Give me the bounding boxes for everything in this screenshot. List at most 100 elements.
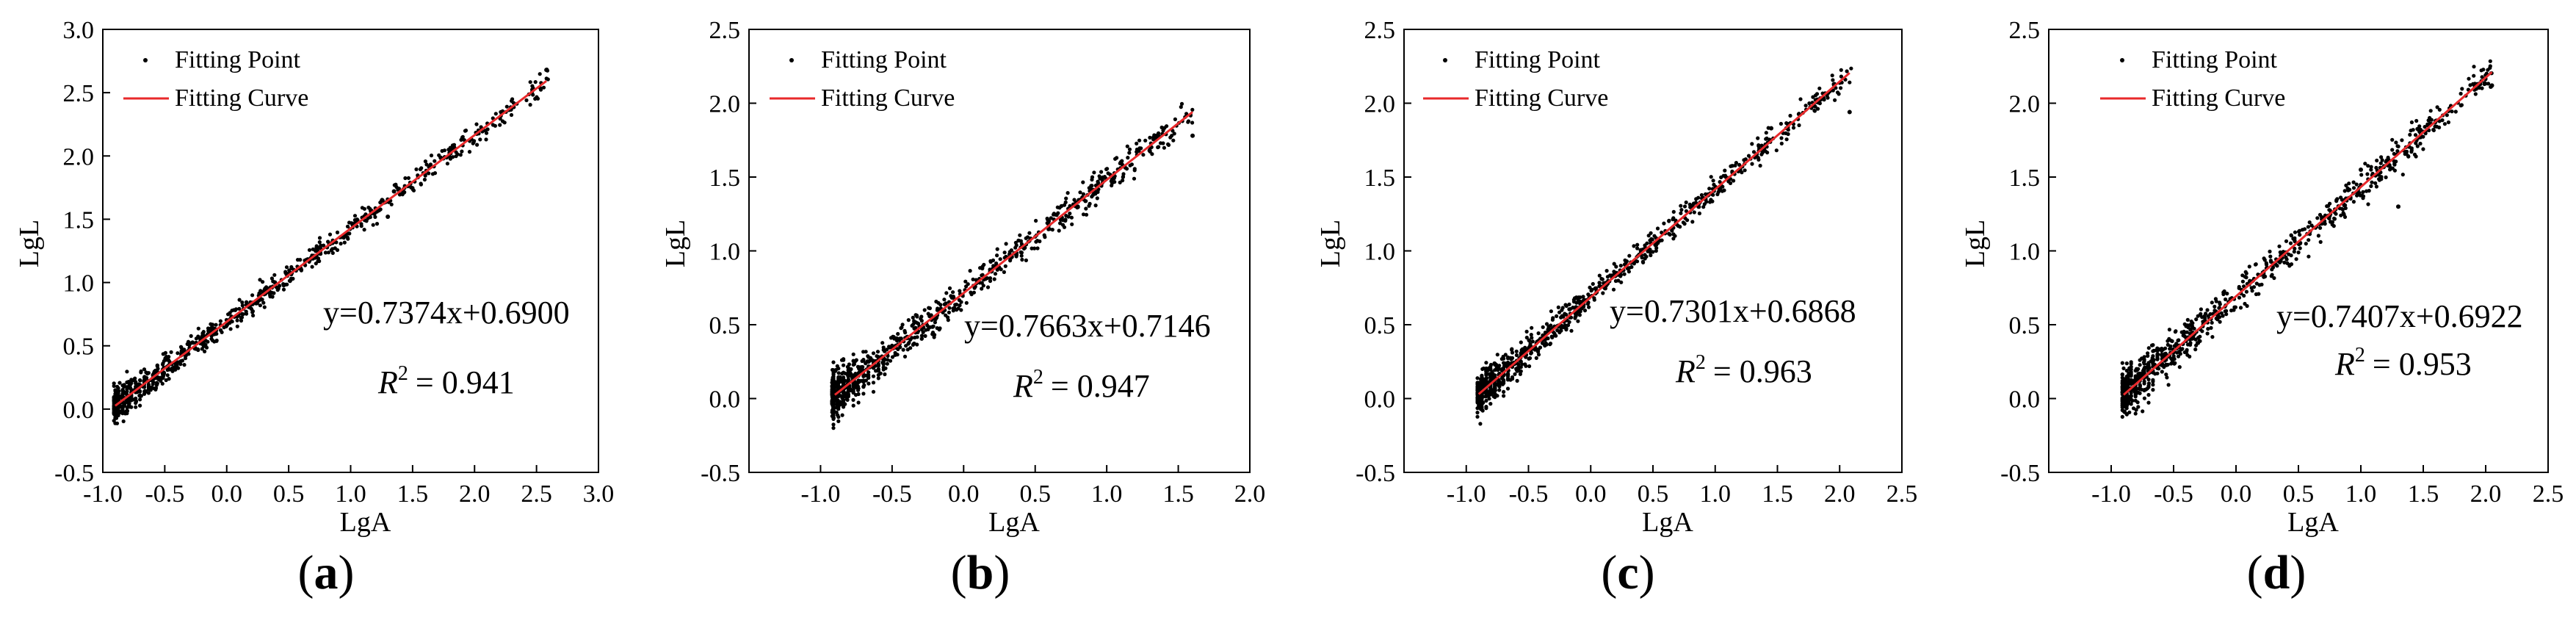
data-point (887, 345, 891, 350)
data-point (1577, 299, 1582, 303)
data-point (2146, 362, 2150, 367)
data-point (835, 364, 839, 368)
data-point (341, 236, 346, 240)
data-point (196, 334, 200, 339)
data-point (2351, 186, 2356, 190)
data-point (836, 383, 841, 388)
data-point (544, 76, 549, 81)
data-point (250, 310, 255, 314)
data-point (170, 366, 174, 370)
data-point (994, 261, 999, 266)
data-point (237, 306, 242, 311)
x-tick-label: 1.5 (1762, 480, 1793, 508)
data-point (1173, 117, 1177, 121)
data-point (2400, 173, 2405, 177)
data-point (1715, 192, 1720, 197)
chart-b: -1.0 -0.5 0.0 0.5 1.0 1.5 2.0 -0.5 0.0 0.5 1.0 1.5 2… (660, 17, 1265, 538)
data-point (861, 350, 866, 354)
data-point (2318, 212, 2323, 217)
data-point (2366, 164, 2370, 168)
data-point (1779, 121, 1783, 126)
data-point (2293, 236, 2297, 240)
data-point (372, 212, 376, 216)
data-point (2138, 386, 2142, 392)
data-point (2394, 140, 2398, 145)
data-point (528, 80, 532, 84)
data-point (1635, 246, 1640, 251)
data-point (189, 334, 193, 338)
legend: Fitting Point Fitting Curve (770, 46, 955, 112)
y-tick-label: 1.5 (709, 165, 741, 192)
x-tick-label: -0.5 (872, 480, 912, 508)
data-point (2251, 285, 2257, 289)
y-tick-label: 0.5 (1364, 312, 1396, 339)
data-point (1833, 98, 1837, 102)
data-point (1629, 264, 1634, 270)
data-point (985, 285, 991, 289)
data-point (2169, 361, 2174, 366)
data-point (2414, 118, 2419, 123)
data-point (2182, 350, 2187, 355)
data-point (228, 320, 232, 325)
data-point (164, 378, 168, 383)
legend: Fitting Point Fitting Curve (2100, 46, 2285, 112)
data-point (335, 230, 340, 234)
data-point (2370, 180, 2374, 184)
data-point (2129, 370, 2133, 375)
data-point (1172, 132, 1176, 136)
data-point (409, 185, 413, 190)
data-point (897, 336, 902, 341)
data-point (311, 247, 315, 251)
data-point (131, 397, 136, 402)
data-point (1064, 214, 1068, 218)
data-point (900, 325, 904, 330)
data-point (855, 384, 861, 389)
data-point (2374, 165, 2378, 170)
data-point (1849, 66, 1853, 71)
data-point (113, 392, 117, 397)
data-point (1524, 364, 1528, 368)
data-point (2244, 289, 2248, 294)
data-point (1009, 248, 1013, 253)
data-point (138, 397, 142, 402)
data-point (1490, 370, 1494, 374)
data-point (2176, 354, 2181, 359)
data-point (2379, 175, 2384, 179)
data-point (1577, 313, 1582, 317)
data-point (861, 378, 866, 383)
data-point (2269, 274, 2273, 278)
data-point (851, 397, 855, 403)
data-point (1137, 138, 1142, 143)
data-point (112, 381, 116, 386)
data-point (2121, 366, 2126, 370)
data-point (359, 222, 363, 226)
fit-equation: y=0.7301x+0.6868 (1610, 293, 1856, 329)
data-point (2146, 353, 2150, 359)
data-point (1493, 388, 1497, 393)
data-point (142, 392, 147, 396)
data-point (2347, 181, 2351, 186)
data-point (874, 369, 878, 373)
data-point (2210, 300, 2214, 305)
data-point (1486, 394, 1491, 398)
data-point (2421, 134, 2425, 139)
data-point (966, 282, 970, 287)
data-point (2151, 361, 2155, 365)
data-point (330, 251, 335, 255)
data-point (1670, 228, 1674, 233)
data-point (1491, 394, 1496, 399)
data-point (2351, 200, 2356, 204)
data-point (2164, 362, 2168, 367)
data-point (836, 379, 841, 383)
data-point (1798, 97, 1803, 101)
data-point (1507, 361, 1511, 366)
data-point (2289, 253, 2293, 258)
data-point (440, 148, 444, 154)
data-point (1720, 189, 1724, 193)
data-point (125, 370, 129, 374)
y-tick-label: 2.5 (1364, 17, 1396, 44)
data-point (2163, 351, 2168, 356)
data-point (2204, 311, 2208, 316)
data-point (2206, 327, 2210, 331)
